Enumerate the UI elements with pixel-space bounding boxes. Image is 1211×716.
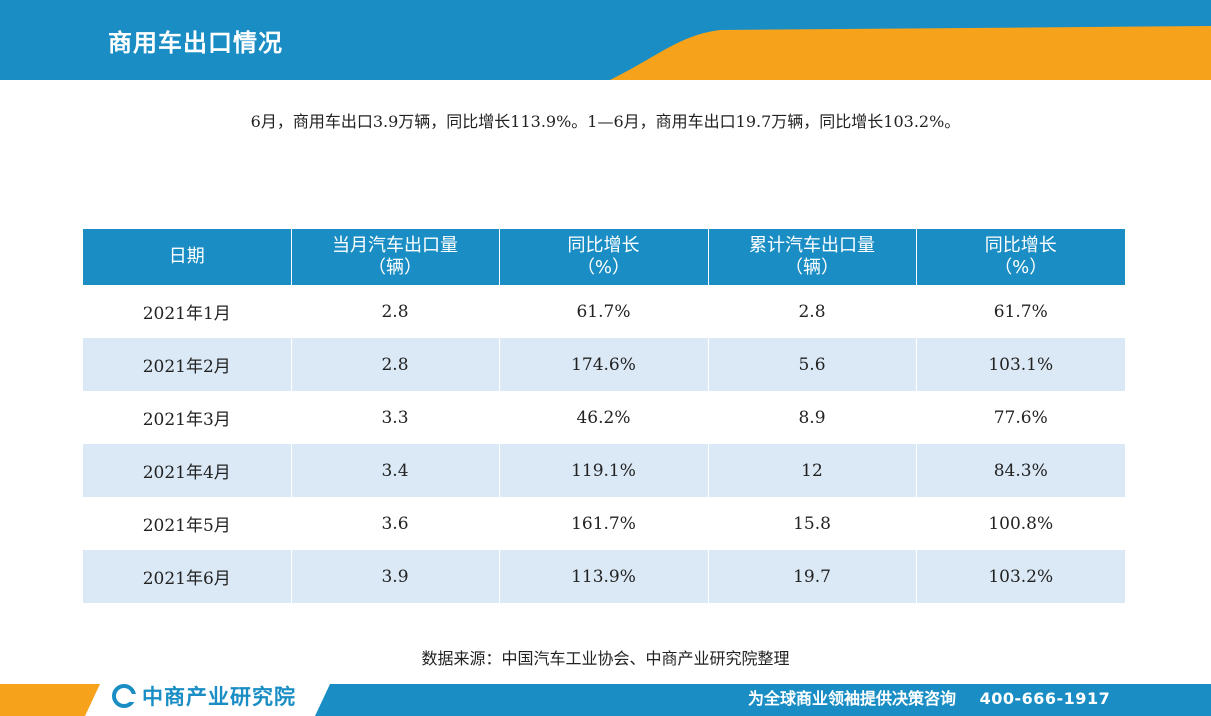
summary-text: 6月，商用车出口3.9万辆，同比增长113.9%。1—6月，商用车出口19.7万…	[250, 112, 961, 131]
cell-cumulative-growth: 84.3%	[915, 444, 1125, 497]
cell-date: 2021年5月	[142, 516, 231, 536]
cell-date: 2021年4月	[83, 444, 291, 497]
footer-background	[0, 684, 1211, 716]
cell-cumulative-exports: 15.8	[707, 497, 916, 550]
cell-monthly-growth: 174.6%	[498, 338, 708, 391]
header-cumulative-growth: 同比增长 （%）	[915, 229, 1125, 285]
cell-monthly-growth: 46.2%	[498, 391, 708, 444]
cell-monthly-growth: 113.9%	[498, 550, 708, 603]
cell-monthly-exports: 2.8	[290, 285, 499, 338]
cell-cumulative-exports: 19.7	[707, 550, 916, 603]
header-monthly-exports: 当月汽车出口量 （辆）	[290, 229, 499, 285]
cell-date: 2021年3月	[142, 410, 231, 430]
data-source-note: 数据来源：中国汽车工业协会、中商产业研究院整理	[421, 649, 790, 668]
export-table: 日期 当月汽车出口量 （辆） 同比增长 （%） 累计汽车出口量 （辆） 同比增长…	[83, 229, 1125, 603]
cell-date: 2021年6月	[83, 550, 291, 603]
header-banner: 商用车出口情况	[0, 0, 1211, 80]
header-label: 同比增长	[567, 235, 640, 256]
header-date: 日期	[83, 229, 291, 285]
footer-phone: 400-666-1917	[979, 689, 1111, 708]
header-label: 累计汽车出口量	[749, 235, 875, 256]
footer-logo: 中商产业研究院	[112, 683, 296, 709]
header-unit: （辆）	[368, 257, 422, 278]
cell-date: 2021年1月	[142, 304, 231, 324]
header-unit: （%）	[994, 257, 1048, 278]
logo-c-icon	[112, 684, 137, 708]
cell-cumulative-growth: 100.8%	[915, 497, 1125, 550]
table-row: 2021年3月 3.3 46.2% 8.9 77.6%	[83, 391, 1125, 444]
header-unit: （辆）	[785, 257, 839, 278]
cell-monthly-exports: 3.6	[290, 497, 499, 550]
cell-cumulative-exports: 8.9	[707, 391, 916, 444]
table-header-row: 日期 当月汽车出口量 （辆） 同比增长 （%） 累计汽车出口量 （辆） 同比增长…	[83, 229, 1125, 285]
cell-cumulative-exports: 2.8	[707, 285, 916, 338]
table-row: 2021年5月 3.6 161.7% 15.8 100.8%	[83, 497, 1125, 550]
header-label: 同比增长	[984, 235, 1057, 256]
header-background	[0, 0, 1211, 80]
cell-monthly-exports: 3.3	[290, 391, 499, 444]
cell-date: 2021年2月	[83, 338, 291, 391]
cell-monthly-growth: 61.7%	[498, 285, 708, 338]
cell-monthly-exports: 3.4	[290, 444, 499, 497]
footer-contact: 为全球商业领袖提供决策咨询 400-666-1917	[748, 685, 1111, 708]
cell-cumulative-growth: 61.7%	[915, 285, 1125, 338]
cell-monthly-exports: 3.9	[290, 550, 499, 603]
cell-cumulative-exports: 12	[707, 444, 916, 497]
table-row: 2021年6月 3.9 113.9% 19.7 103.2%	[83, 550, 1125, 603]
table-row: 2021年4月 3.4 119.1% 12 84.3%	[83, 444, 1125, 497]
logo-text: 中商产业研究院	[142, 685, 296, 709]
header-monthly-growth: 同比增长 （%）	[498, 229, 708, 285]
footer-slogan: 为全球商业领袖提供决策咨询	[748, 689, 957, 708]
cell-cumulative-growth: 77.6%	[915, 391, 1125, 444]
table-row: 2021年2月 2.8 174.6% 5.6 103.1%	[83, 338, 1125, 391]
header-label: 当月汽车出口量	[332, 235, 458, 256]
page-title: 商用车出口情况	[108, 29, 283, 57]
header-unit: （%）	[576, 257, 631, 278]
cell-cumulative-exports: 5.6	[707, 338, 916, 391]
cell-monthly-growth: 119.1%	[498, 444, 708, 497]
footer-bar	[0, 680, 1211, 716]
cell-cumulative-growth: 103.1%	[915, 338, 1125, 391]
table-row: 2021年1月 2.8 61.7% 2.8 61.7%	[83, 285, 1125, 338]
cell-monthly-exports: 2.8	[290, 338, 499, 391]
cell-cumulative-growth: 103.2%	[915, 550, 1125, 603]
header-cumulative-exports: 累计汽车出口量 （辆）	[707, 229, 916, 285]
cell-monthly-growth: 161.7%	[498, 497, 708, 550]
header-label: 日期	[168, 246, 205, 267]
